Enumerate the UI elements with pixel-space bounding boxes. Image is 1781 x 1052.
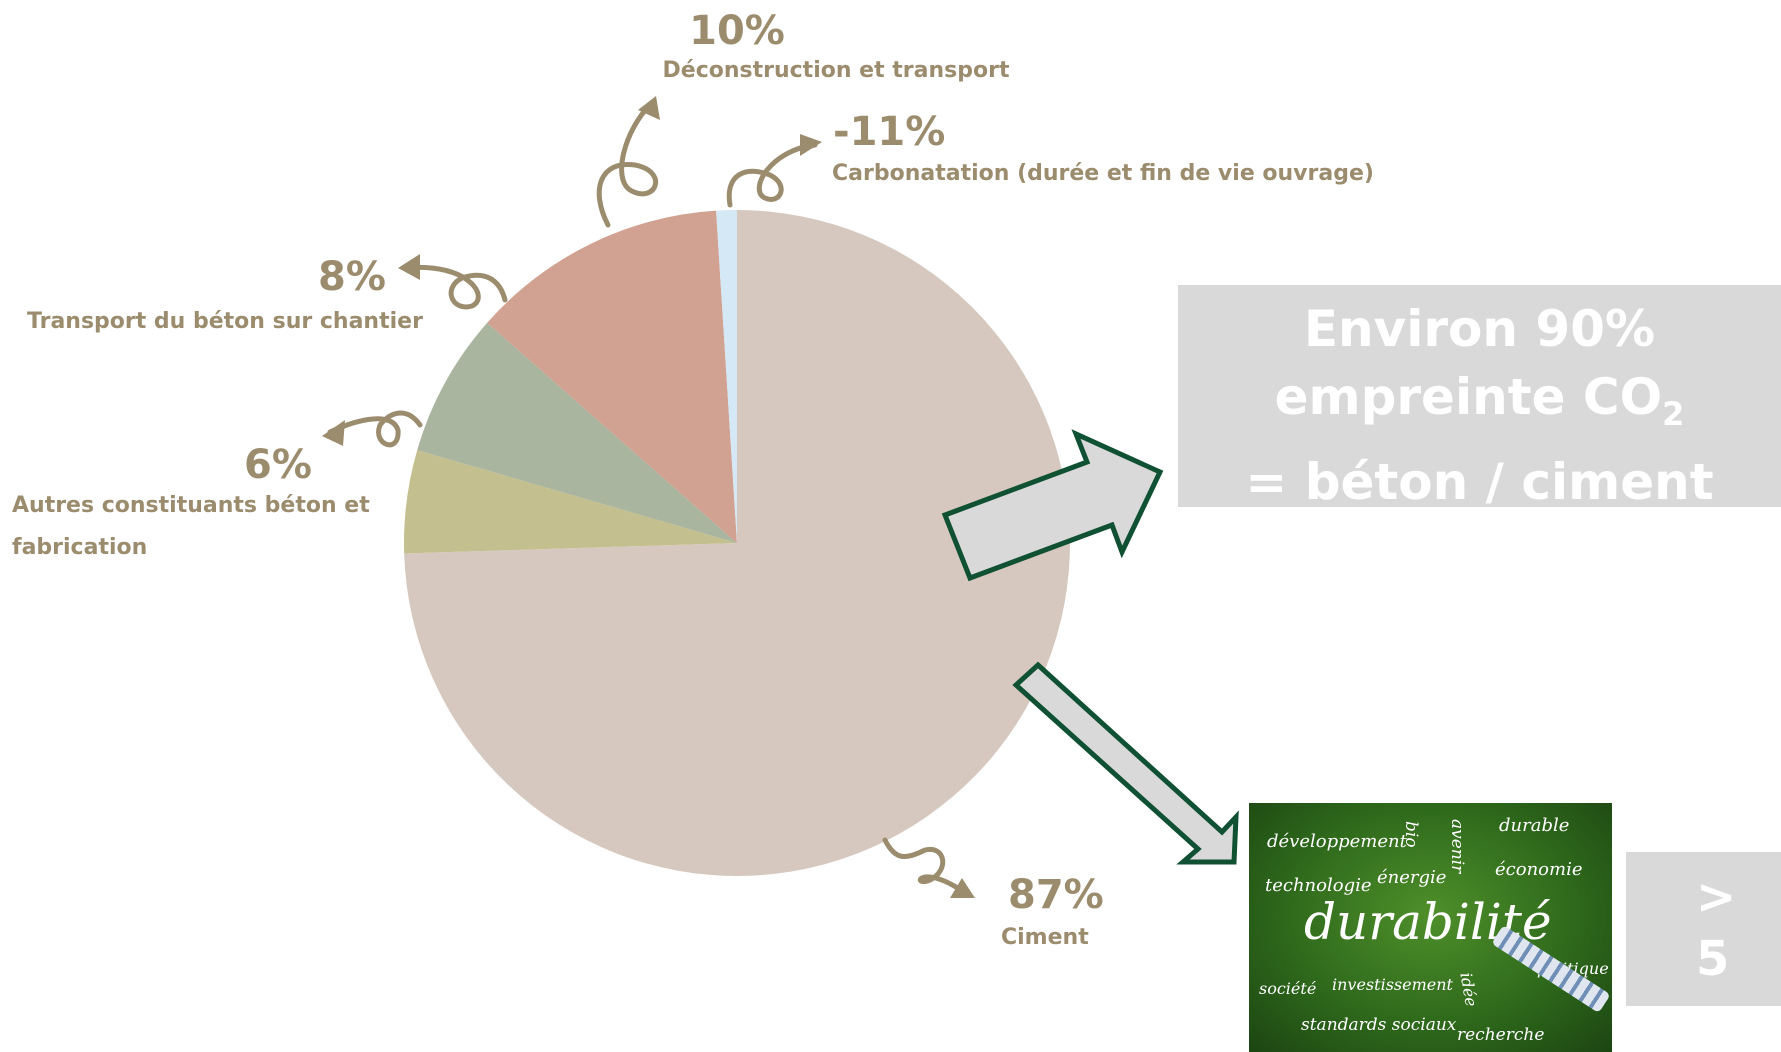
block-arrow-to-board [1012, 661, 1239, 865]
word-societe: société [1259, 979, 1317, 998]
durability-word-board: développement bio avenir durable technol… [1249, 803, 1612, 1052]
pie-slice-1 [404, 450, 737, 554]
callout-bottom-line-1: > 5 [1696, 869, 1737, 987]
arrowhead-carbonatation [800, 134, 822, 156]
word-durable: durable [1499, 815, 1570, 836]
callout-line-3: = béton / ciment [1245, 453, 1714, 511]
curly-arrow-deconstruction [596, 102, 658, 228]
label-autres-line2: fabrication [12, 535, 147, 560]
callout-co2-footprint: Environ 90% empreinte CO2 = béton / cime… [1178, 285, 1781, 511]
pie-slice-3 [487, 210, 737, 543]
pie-slice-0 [404, 210, 1070, 876]
label-ciment: Ciment [1001, 925, 1089, 950]
callout-line-2-text: empreinte CO [1274, 368, 1663, 426]
word-avenir: avenir [1447, 819, 1467, 874]
word-developpement: développement [1267, 831, 1407, 852]
arrowhead-ciment [950, 878, 975, 898]
callout-lifespan: > 5 ans [1626, 852, 1781, 1006]
pct-ciment: 87% [1008, 872, 1104, 918]
label-autres-line1: Autres constituants béton et [12, 493, 370, 518]
word-technologie: technologie [1265, 875, 1372, 896]
pct-deconstruction: 10% [689, 8, 785, 54]
curly-arrow-autres [327, 410, 423, 448]
pct-autres: 6% [244, 442, 312, 488]
pct-carbonatation: -11% [833, 109, 945, 155]
label-deconstruction: Déconstruction et transport [663, 58, 1010, 83]
curly-arrow-ciment [882, 837, 971, 898]
callout-line-1: Environ 90% [1303, 300, 1656, 358]
word-investissement: investissement [1332, 975, 1453, 994]
word-idee: idée [1456, 971, 1481, 1009]
word-standards-sociaux: standards sociaux [1301, 1015, 1457, 1035]
callout-line-2-sub: 2 [1662, 395, 1685, 433]
pct-transport: 8% [318, 254, 386, 300]
label-carbonatation: Carbonatation (durée et fin de vie ouvra… [832, 161, 1374, 186]
block-arrow-to-callout [941, 429, 1164, 582]
word-recherche: recherche [1457, 1025, 1545, 1045]
arrowhead-autres [322, 420, 345, 446]
word-energie: énergie [1377, 867, 1447, 888]
word-economie: économie [1495, 859, 1583, 880]
arrowhead-deconstruction [638, 96, 660, 120]
callout-line-2: empreinte CO2 [1178, 363, 1781, 448]
callout-bottom-line-2: ans [1696, 990, 1781, 1006]
label-transport: Transport du béton sur chantier [27, 309, 423, 334]
curly-arrow-carbonatation [726, 142, 818, 208]
pie-slice-4 [716, 210, 737, 543]
pie-slices [404, 210, 1070, 876]
word-bio: bio [1401, 821, 1421, 848]
pie-slice-2 [417, 322, 737, 543]
curly-arrow-transport [402, 264, 508, 310]
arrowhead-transport [398, 254, 420, 280]
